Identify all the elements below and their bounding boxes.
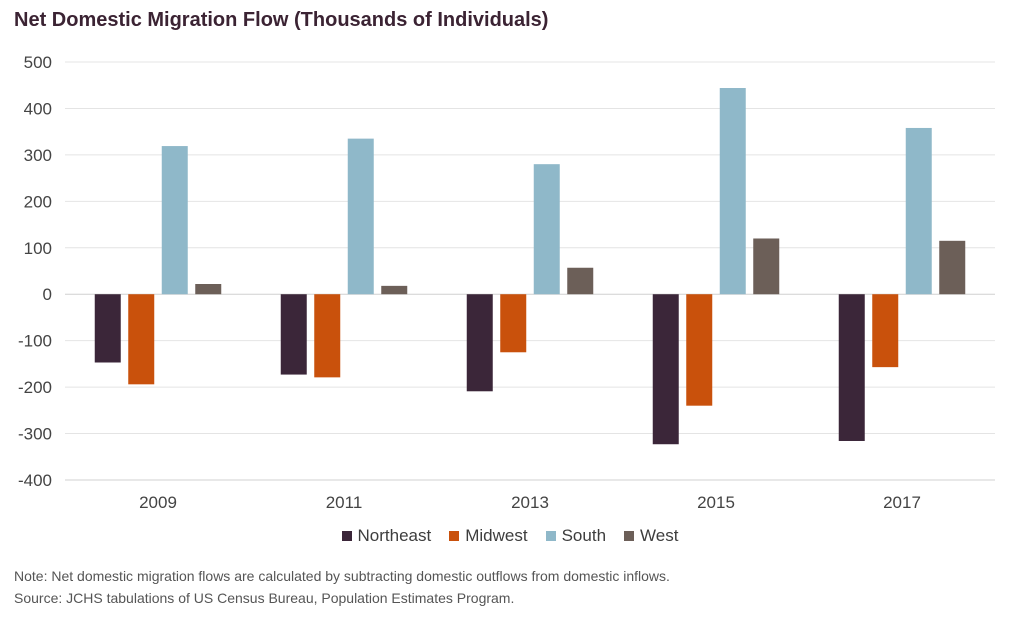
bar-west-2011 — [381, 285, 408, 295]
bar-west-2009 — [195, 284, 222, 295]
y-tick-label: 400 — [24, 99, 52, 118]
bar-midwest-2013 — [500, 294, 527, 353]
legend-swatch-west — [624, 531, 635, 541]
legend-item-south: South — [545, 526, 607, 546]
legend-label-midwest: Midwest — [465, 526, 528, 545]
y-tick-label: 200 — [24, 192, 52, 211]
legend-swatch-northeast — [341, 531, 352, 541]
bar-midwest-2017 — [872, 294, 899, 368]
legend-label-west: West — [640, 526, 679, 545]
bar-west-2017 — [939, 240, 966, 295]
bar-northeast-2017 — [838, 294, 865, 441]
legend-item-west: West — [624, 526, 678, 546]
x-axis: 2009 2011 2013 2015 2017 — [65, 479, 995, 512]
y-tick-label: 0 — [43, 285, 52, 304]
source-note: Source: JCHS tabulations of US Census Bu… — [14, 590, 515, 606]
chart-title: Net Domestic Migration Flow (Thousands o… — [14, 9, 549, 31]
y-tick-label: -300 — [18, 425, 52, 444]
bar-south-2017 — [905, 127, 932, 295]
bars — [94, 88, 966, 445]
bar-northeast-2011 — [280, 294, 307, 375]
legend: Northeast Midwest South West — [0, 526, 1020, 546]
y-tick-label: -400 — [18, 471, 52, 490]
legend-label-south: South — [561, 526, 607, 545]
x-tick-label: 2015 — [697, 493, 735, 512]
bar-chart: 500 400 300 200 100 0 -100 -200 -300 -400 2009 201… — [18, 53, 995, 512]
bar-south-2013 — [533, 164, 560, 295]
y-tick-label: -100 — [18, 332, 52, 351]
y-tick-label: -200 — [18, 378, 52, 397]
bar-northeast-2015 — [652, 294, 679, 445]
bar-west-2013 — [567, 267, 594, 295]
legend-swatch-midwest — [449, 531, 460, 541]
y-axis: 500 400 300 200 100 0 -100 -200 -300 -400 — [18, 53, 52, 490]
bar-west-2015 — [753, 238, 780, 295]
bar-south-2011 — [347, 138, 374, 295]
x-tick-label: 2017 — [883, 493, 921, 512]
bar-northeast-2009 — [94, 294, 121, 363]
x-tick-label: 2013 — [511, 493, 549, 512]
legend-item-northeast: Northeast — [341, 526, 432, 546]
bar-midwest-2011 — [314, 294, 341, 378]
y-tick-label: 100 — [24, 239, 52, 258]
y-tick-label: 300 — [24, 146, 52, 165]
bar-south-2015 — [719, 88, 746, 295]
bar-northeast-2013 — [466, 294, 493, 392]
bar-south-2009 — [161, 146, 188, 295]
legend-label-northeast: Northeast — [357, 526, 432, 545]
legend-item-midwest: Midwest — [449, 526, 528, 546]
x-tick-label: 2009 — [139, 493, 177, 512]
y-tick-label: 500 — [24, 53, 52, 72]
legend-swatch-south — [545, 531, 556, 541]
x-tick-label: 2011 — [326, 493, 363, 512]
bar-midwest-2015 — [686, 294, 713, 406]
footnote: Note: Net domestic migration flows are c… — [14, 568, 670, 584]
bar-midwest-2009 — [128, 294, 155, 385]
